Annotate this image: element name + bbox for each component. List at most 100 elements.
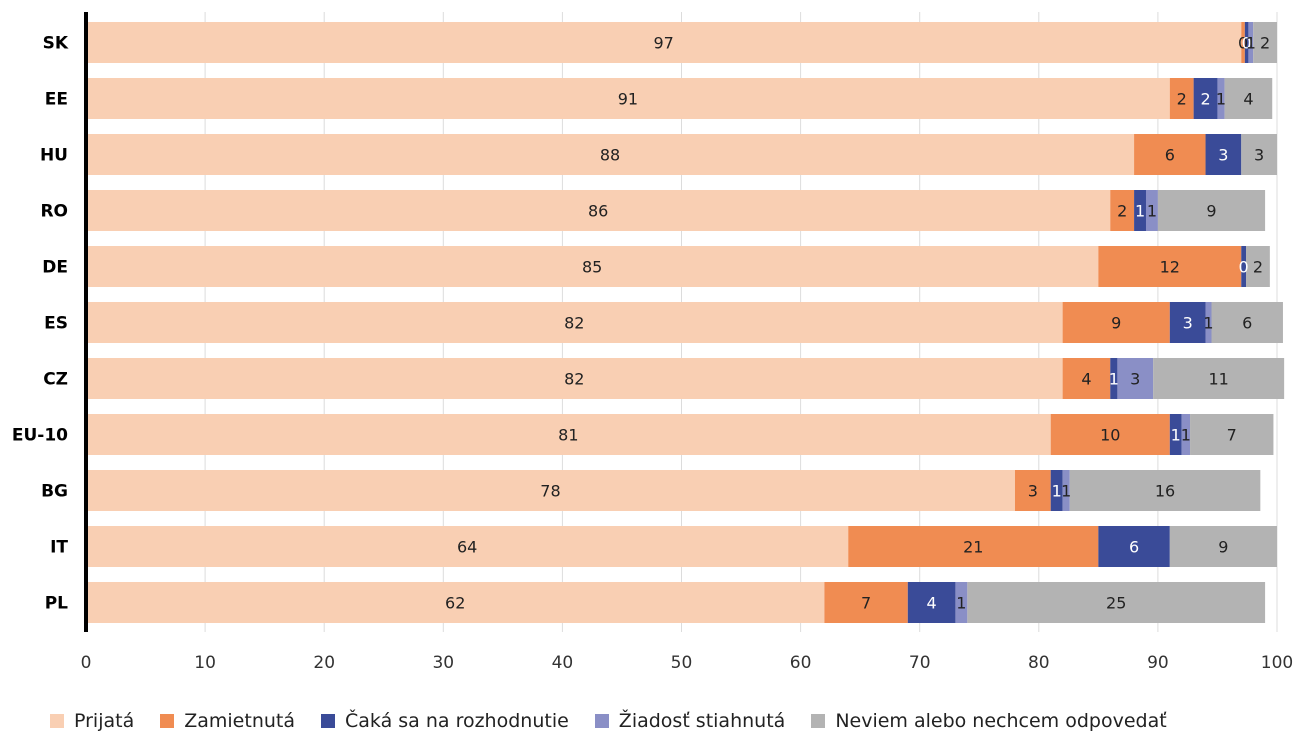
data-label: 1	[1061, 482, 1071, 501]
bar-segment	[1246, 246, 1270, 287]
data-label: 97	[653, 34, 673, 53]
data-label: 4	[1243, 90, 1253, 109]
data-label: 1	[1109, 370, 1119, 389]
bar-segment	[1134, 134, 1206, 175]
data-label: 3	[1183, 314, 1193, 333]
bar-segment	[1241, 246, 1247, 287]
x-tick-label: 70	[909, 653, 931, 673]
data-label: 0	[1238, 34, 1248, 53]
data-label: 11	[1208, 370, 1228, 389]
bar-segment	[1110, 190, 1135, 231]
bar-segment	[86, 246, 1099, 287]
legend-label: Žiadosť stiahnutá	[618, 710, 786, 732]
bar-segment	[1062, 470, 1070, 511]
bar-segment	[86, 414, 1051, 455]
bar-segment	[86, 358, 1063, 399]
category-label: EE	[45, 90, 68, 110]
data-label: 1	[1203, 314, 1213, 333]
bar-segment	[1244, 22, 1249, 63]
data-label: 6	[1165, 146, 1175, 165]
data-label: 82	[564, 370, 584, 389]
data-labels: 97 001 291 2 2 1 488 6 3 386 2 1 1 985 12 0 282 9 3 1 682 4 1 3…	[445, 34, 1270, 613]
bar-segment	[1145, 190, 1158, 231]
bar-segment	[1157, 190, 1266, 231]
data-label: 1	[1216, 90, 1226, 109]
data-label: 1	[1171, 426, 1181, 445]
x-tick-label: 80	[1028, 653, 1050, 673]
bar-segment	[1098, 246, 1242, 287]
bar-segment	[1117, 358, 1154, 399]
bar-segment	[1248, 22, 1254, 63]
x-tick-label: 10	[194, 653, 216, 673]
bar-segment	[1169, 526, 1277, 567]
bar-segment	[955, 582, 968, 623]
x-tick-label: 60	[790, 653, 812, 673]
data-label: 78	[540, 482, 560, 501]
bar-segment	[1062, 302, 1170, 343]
data-label: 1	[1246, 34, 1256, 53]
bar-segment	[1014, 470, 1051, 511]
bar-segment	[1241, 134, 1277, 175]
data-label: 88	[600, 146, 620, 165]
legend-swatch	[811, 714, 826, 728]
data-label: 3	[1028, 482, 1038, 501]
legend-label: Zamietnutá	[184, 710, 295, 732]
data-label: 62	[445, 594, 465, 613]
category-label: DE	[42, 258, 68, 278]
bar-segment	[86, 22, 1242, 63]
data-label: 6	[1242, 314, 1252, 333]
x-tick-label: 30	[432, 653, 454, 673]
data-label: 9	[1218, 538, 1228, 557]
bar-segment	[1098, 526, 1170, 567]
data-label: 4	[1081, 370, 1091, 389]
bar-segment	[86, 78, 1170, 119]
data-label: 16	[1155, 482, 1175, 501]
bar-segment	[1205, 302, 1212, 343]
legend-item: Zamietnutá	[160, 710, 295, 732]
bar-segment	[86, 470, 1015, 511]
data-label: 2	[1253, 258, 1263, 277]
bar-segment	[1205, 134, 1242, 175]
data-label: 85	[582, 258, 602, 277]
legend-swatch	[160, 714, 175, 728]
category-label: ES	[44, 314, 68, 334]
data-label: 12	[1160, 258, 1180, 277]
bar-segment	[1110, 358, 1118, 399]
category-label: PL	[45, 594, 68, 614]
legend-item: Neviem alebo nechcem odpovedať	[811, 710, 1167, 732]
data-label: 9	[1111, 314, 1121, 333]
bar-segment	[1169, 414, 1182, 455]
bar-segment	[1169, 302, 1206, 343]
x-tick-label: 0	[81, 653, 92, 673]
bar-segment	[1211, 302, 1283, 343]
x-tick-label: 100	[1261, 653, 1293, 673]
data-label: 1	[1052, 482, 1062, 501]
bar-segment	[1181, 414, 1191, 455]
bar-segment	[86, 582, 825, 623]
category-label: IT	[50, 538, 68, 558]
data-label: 64	[457, 538, 477, 557]
category-labels: SK EE HU RO DE ES CZ EU-10 BG IT PL	[12, 34, 69, 614]
data-label: 91	[618, 90, 638, 109]
legend-item: Čaká sa na rozhodnutie	[321, 710, 569, 732]
bar-segment	[1062, 358, 1111, 399]
data-label: 7	[1227, 426, 1237, 445]
stacked-bar-chart: 97 001 291 2 2 1 488 6 3 386 2 1 1 985 12 0 282 9 3 1 682 4 1 3…	[12, 12, 1293, 673]
bar-segment	[848, 526, 1099, 567]
legend-swatch	[594, 714, 609, 728]
bar-segment	[1050, 470, 1063, 511]
data-label: 86	[588, 202, 608, 221]
data-label: 7	[861, 594, 871, 613]
bar-segment	[1224, 78, 1273, 119]
data-label: 1	[1147, 202, 1157, 221]
data-label: 4	[927, 594, 937, 613]
legend-swatch	[321, 714, 335, 728]
bar-segments	[86, 22, 1285, 623]
data-label: 1	[1135, 202, 1145, 221]
data-label: 25	[1106, 594, 1126, 613]
legend-swatch	[50, 714, 64, 728]
bar-segment	[824, 582, 908, 623]
data-label: 1	[1181, 426, 1191, 445]
bar-segment	[1134, 190, 1146, 231]
data-label: 2	[1260, 34, 1270, 53]
